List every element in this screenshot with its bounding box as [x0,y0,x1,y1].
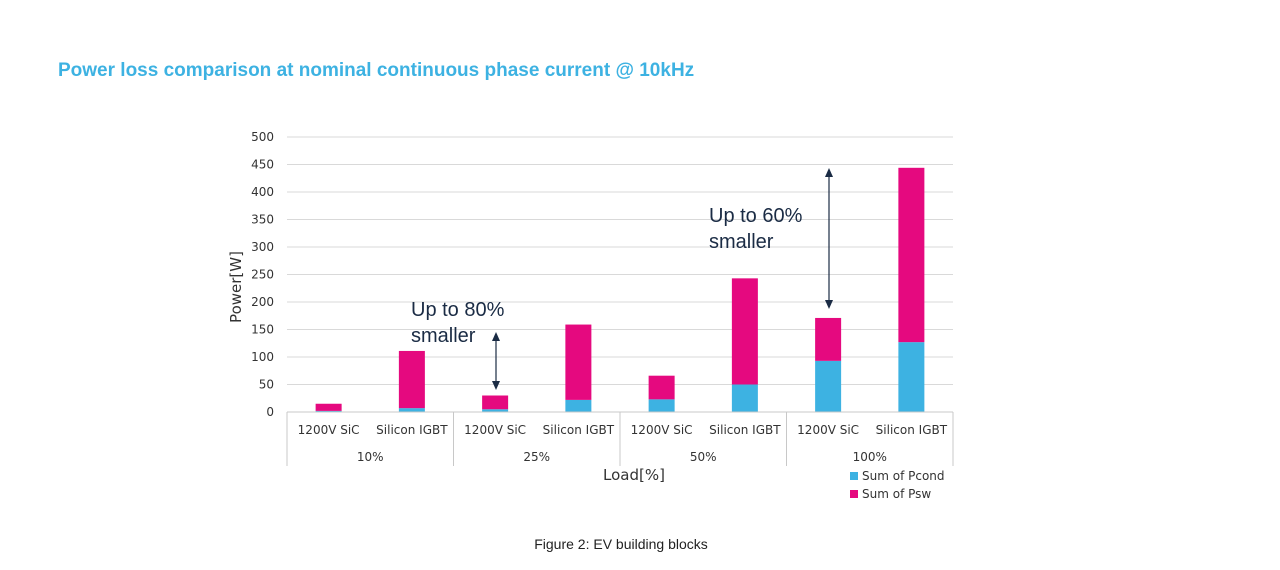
x-axis-title: Load[%] [603,466,665,484]
x-group-label: 10% [357,450,384,464]
legend-label: Sum of Pcond [862,469,945,483]
annotation-label: smaller [411,325,476,347]
figure-caption: Figure 2: EV building blocks [534,536,708,552]
annotation-label: Up to 80% [411,299,505,321]
arrow-down-icon [492,381,500,390]
y-tick-label: 100 [251,350,274,364]
y-tick-label: 500 [251,130,274,144]
bar-psw [315,403,342,411]
x-category-label: 1200V SiC [298,423,360,437]
y-tick-label: 0 [266,405,274,419]
bar-pcond [565,399,592,412]
x-category-label: Silicon IGBT [376,423,448,437]
bar-pcond [482,409,509,412]
legend-swatch-pcond [850,472,858,480]
x-group-label: 50% [690,450,717,464]
legend-swatch-psw [850,490,858,498]
y-tick-label: 400 [251,185,274,199]
arrow-up-icon [825,168,833,177]
bar-pcond [648,399,675,412]
y-axis-title: Power[W] [227,251,245,323]
y-tick-label: 350 [251,213,274,227]
y-tick-label: 250 [251,268,274,282]
arrow-up-icon [492,332,500,341]
bar-psw [482,395,509,410]
page-title: Power loss comparison at nominal continu… [58,60,695,81]
arrow-down-icon [825,300,833,309]
x-group-label: 100% [853,450,887,464]
y-tick-label: 450 [251,158,274,172]
bar-pcond [731,384,758,412]
x-category-label: Silicon IGBT [876,423,948,437]
bar-pcond [898,342,925,412]
x-category-label: 1200V SiC [464,423,526,437]
x-category-label: 1200V SiC [631,423,693,437]
bar-psw [815,317,842,361]
x-category-label: Silicon IGBT [709,423,781,437]
y-tick-label: 150 [251,323,274,337]
x-category-label: Silicon IGBT [543,423,615,437]
legend-label: Sum of Psw [862,487,931,501]
annotation-label: smaller [709,231,774,253]
y-tick-label: 50 [259,378,274,392]
y-tick-label: 200 [251,295,274,309]
bar-psw [565,324,592,400]
bar-psw [898,167,925,343]
x-category-label: 1200V SiC [797,423,859,437]
bar-psw [648,375,675,400]
annotation-label: Up to 60% [709,205,803,227]
x-group-label: 25% [523,450,550,464]
bar-pcond [315,410,342,412]
bar-pcond [398,408,425,412]
bar-psw [731,278,758,385]
y-tick-label: 300 [251,240,274,254]
bar-psw [398,350,425,409]
bar-pcond [815,360,842,412]
